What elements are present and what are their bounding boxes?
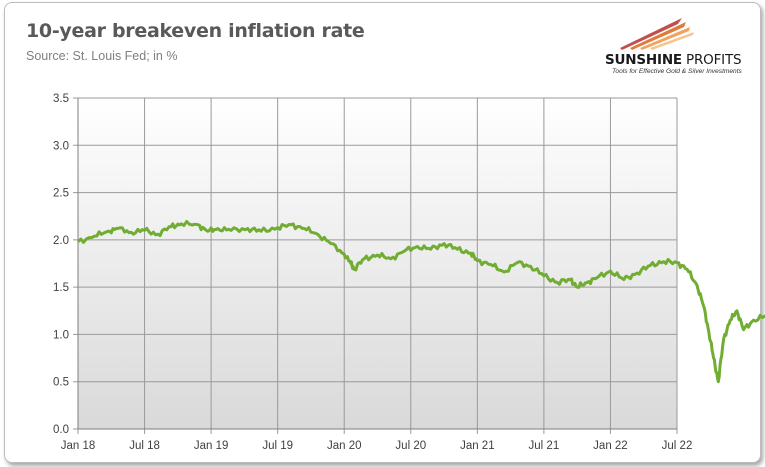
x-tick-label: Jul 21 — [529, 440, 560, 452]
y-tick-labels: 0.0 0.5 1.0 1.5 2.0 2.5 3.0 3.5 — [53, 93, 69, 436]
y-tick-label: 3.0 — [53, 140, 69, 152]
logo-name: SUNSHINE PROFITS — [605, 52, 742, 68]
y-tick-label: 1.5 — [53, 282, 69, 294]
axes — [77, 98, 677, 430]
grid-lines — [73, 97, 678, 434]
x-tick-label: Jul 19 — [262, 440, 293, 452]
chart-subtitle: Source: St. Louis Fed; in % — [26, 49, 178, 63]
y-tick-label: 0.0 — [53, 424, 69, 436]
x-tick-label: Jul 18 — [129, 440, 160, 452]
y-tick-label: 1.0 — [53, 329, 69, 341]
x-tick-label: Jul 20 — [395, 440, 426, 452]
y-tick-label: 2.5 — [53, 188, 69, 200]
y-tick-label: 0.5 — [53, 377, 69, 389]
chart-title: 10-year breakeven inflation rate — [26, 20, 365, 42]
x-tick-label: Jul 22 — [662, 440, 693, 452]
x-tick-label: Jan 19 — [194, 440, 229, 452]
logo-tagline: Tools for Effective Gold & Silver Invest… — [612, 68, 742, 75]
y-tick-label: 3.5 — [53, 93, 69, 105]
x-tick-label: Jan 18 — [61, 440, 96, 452]
x-tick-label: Jan 22 — [593, 440, 628, 452]
plot-area — [78, 98, 677, 429]
x-tick-labels: Jan 18 Jul 18 Jan 19 Jul 19 Jan 20 Jul 20 Jan … — [61, 440, 693, 452]
series-line-breakeven — [76, 220, 765, 384]
x-tick-label: Jan 21 — [460, 440, 495, 452]
x-tick-label: Jan 20 — [327, 440, 362, 452]
sunshine-profits-logo-icon — [620, 18, 694, 50]
y-tick-label: 2.0 — [53, 235, 69, 247]
